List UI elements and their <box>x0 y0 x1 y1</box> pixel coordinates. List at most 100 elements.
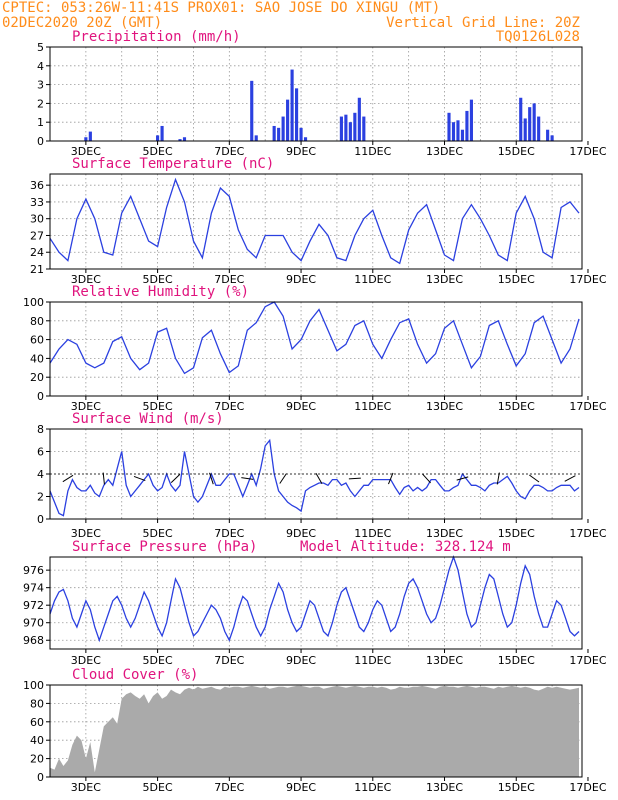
precip-bar <box>295 88 299 141</box>
y-tick-label: 2 <box>37 97 44 110</box>
panel-frame <box>49 173 583 270</box>
y-tick-label: 60 <box>30 716 44 729</box>
precip-bar <box>353 112 357 141</box>
y-tick-label: 36 <box>30 179 44 192</box>
x-tick-label: 13DEC <box>426 145 463 158</box>
x-tick-label: 3DEC <box>71 400 101 413</box>
x-tick-label: 5DEC <box>143 527 173 540</box>
x-tick-label: 15DEC <box>498 781 535 794</box>
x-tick-label: 7DEC <box>214 781 244 794</box>
x-tick-label: 3DEC <box>71 273 101 286</box>
precip-bar <box>254 135 258 141</box>
x-tick-label: 3DEC <box>71 781 101 794</box>
x-tick-label: 17DEC <box>569 400 606 413</box>
y-tick-label: 3 <box>37 79 44 92</box>
series-line-temp <box>49 177 580 265</box>
wind-arrow <box>456 476 469 481</box>
y-tick-label: 4 <box>37 60 44 73</box>
precip-bar <box>272 125 276 141</box>
series-line-wind <box>49 438 580 517</box>
x-tick-label: 7DEC <box>214 654 244 667</box>
y-tick-label: 21 <box>30 263 44 276</box>
x-tick-label: 7DEC <box>214 145 244 158</box>
series-line-rh <box>49 301 580 375</box>
y-tick-label: 0 <box>37 513 44 526</box>
wind-arrow <box>564 475 576 482</box>
x-tick-label: 13DEC <box>426 654 463 667</box>
header-station-line: CPTEC: 053:26W-11:41S PROX01: SAO JOSE D… <box>2 0 440 16</box>
precip-bar <box>519 97 523 141</box>
precip-bar <box>546 129 550 141</box>
precip-bar <box>537 116 541 141</box>
x-tick-label: 13DEC <box>426 273 463 286</box>
panel-pressure: Surface Pressure (hPa) Model Altitude: 32… <box>23 539 607 667</box>
precip-bar <box>344 114 348 141</box>
precip-bar <box>182 137 187 141</box>
x-tick-label: 9DEC <box>286 400 316 413</box>
precip-bar <box>156 135 160 141</box>
y-tick-label: 4 <box>37 468 44 481</box>
precip-bar <box>451 122 456 141</box>
y-tick-label: 970 <box>23 617 44 630</box>
x-tick-label: 15DEC <box>498 527 535 540</box>
precip-bar <box>290 69 294 141</box>
x-tick-label: 3DEC <box>71 527 101 540</box>
panel-frame <box>49 428 583 520</box>
x-tick-label: 9DEC <box>286 145 316 158</box>
panel-title-temp: Surface Temperature (nC) <box>72 156 274 172</box>
panel-frame <box>49 684 583 778</box>
y-tick-label: 20 <box>30 753 44 766</box>
panel-frame <box>49 556 583 650</box>
y-tick-label: 5 <box>37 41 44 54</box>
x-tick-label: 15DEC <box>498 654 535 667</box>
precip-bar <box>277 127 281 141</box>
y-tick-label: 40 <box>30 352 44 365</box>
wind-arrow <box>102 472 105 485</box>
precip-bar <box>528 107 532 141</box>
y-tick-label: 80 <box>30 697 44 710</box>
wind-arrow <box>529 474 540 483</box>
panel-title-cloud: Cloud Cover (%) <box>72 667 198 683</box>
precip-bar <box>460 129 465 141</box>
y-tick-label: 0 <box>37 771 44 784</box>
wind-arrow <box>315 473 323 484</box>
x-tick-label: 5DEC <box>143 654 173 667</box>
panel-rh: Relative Humidity (%) 0 20 40 60 80 100 3DEC 5DE… <box>23 284 607 413</box>
y-tick-label: 1 <box>37 116 44 129</box>
panel-precip: Precipitation (mm/h) 0 1 2 3 4 5 3DEC 5DEC 7DEC 9D… <box>37 29 607 158</box>
header-grid-line-note: Vertical Grid Line: 20Z <box>386 15 580 31</box>
precip-bar <box>88 131 92 141</box>
x-tick-label: 11DEC <box>354 273 391 286</box>
x-tick-label: 15DEC <box>498 145 535 158</box>
precip-bar <box>456 120 460 141</box>
x-tick-label: 9DEC <box>286 654 316 667</box>
precip-bar <box>303 137 308 141</box>
x-tick-label: 7DEC <box>214 273 244 286</box>
y-tick-label: 968 <box>23 634 44 647</box>
x-tick-label: 7DEC <box>214 400 244 413</box>
y-tick-label: 100 <box>23 679 44 692</box>
precip-bar <box>281 116 285 141</box>
precip-bar <box>286 99 290 141</box>
y-tick-label: 80 <box>30 315 44 328</box>
wind-arrow <box>241 477 254 480</box>
wind-arrow <box>209 472 214 485</box>
wind-arrow <box>170 473 181 484</box>
header-date-line: 02DEC2020 20Z (GMT) <box>2 15 162 31</box>
y-tick-label: 974 <box>23 582 44 595</box>
y-tick-label: 972 <box>23 599 44 612</box>
y-tick-label: 60 <box>30 334 44 347</box>
wind-arrow <box>496 472 500 485</box>
x-tick-label: 13DEC <box>426 781 463 794</box>
x-tick-label: 5DEC <box>143 400 173 413</box>
x-tick-label: 13DEC <box>426 527 463 540</box>
x-tick-label: 15DEC <box>498 273 535 286</box>
x-tick-label: 7DEC <box>214 527 244 540</box>
panel-wind: Surface Wind (m/s) 0 2 4 6 8 3DEC 5DEC 7DEC 9DEC 1… <box>37 411 607 540</box>
x-tick-label: 11DEC <box>354 654 391 667</box>
x-tick-label: 5DEC <box>143 145 173 158</box>
precip-bar <box>250 80 254 141</box>
precip-bar <box>339 116 343 141</box>
precip-bar <box>84 137 88 141</box>
y-tick-label: 30 <box>30 213 44 226</box>
